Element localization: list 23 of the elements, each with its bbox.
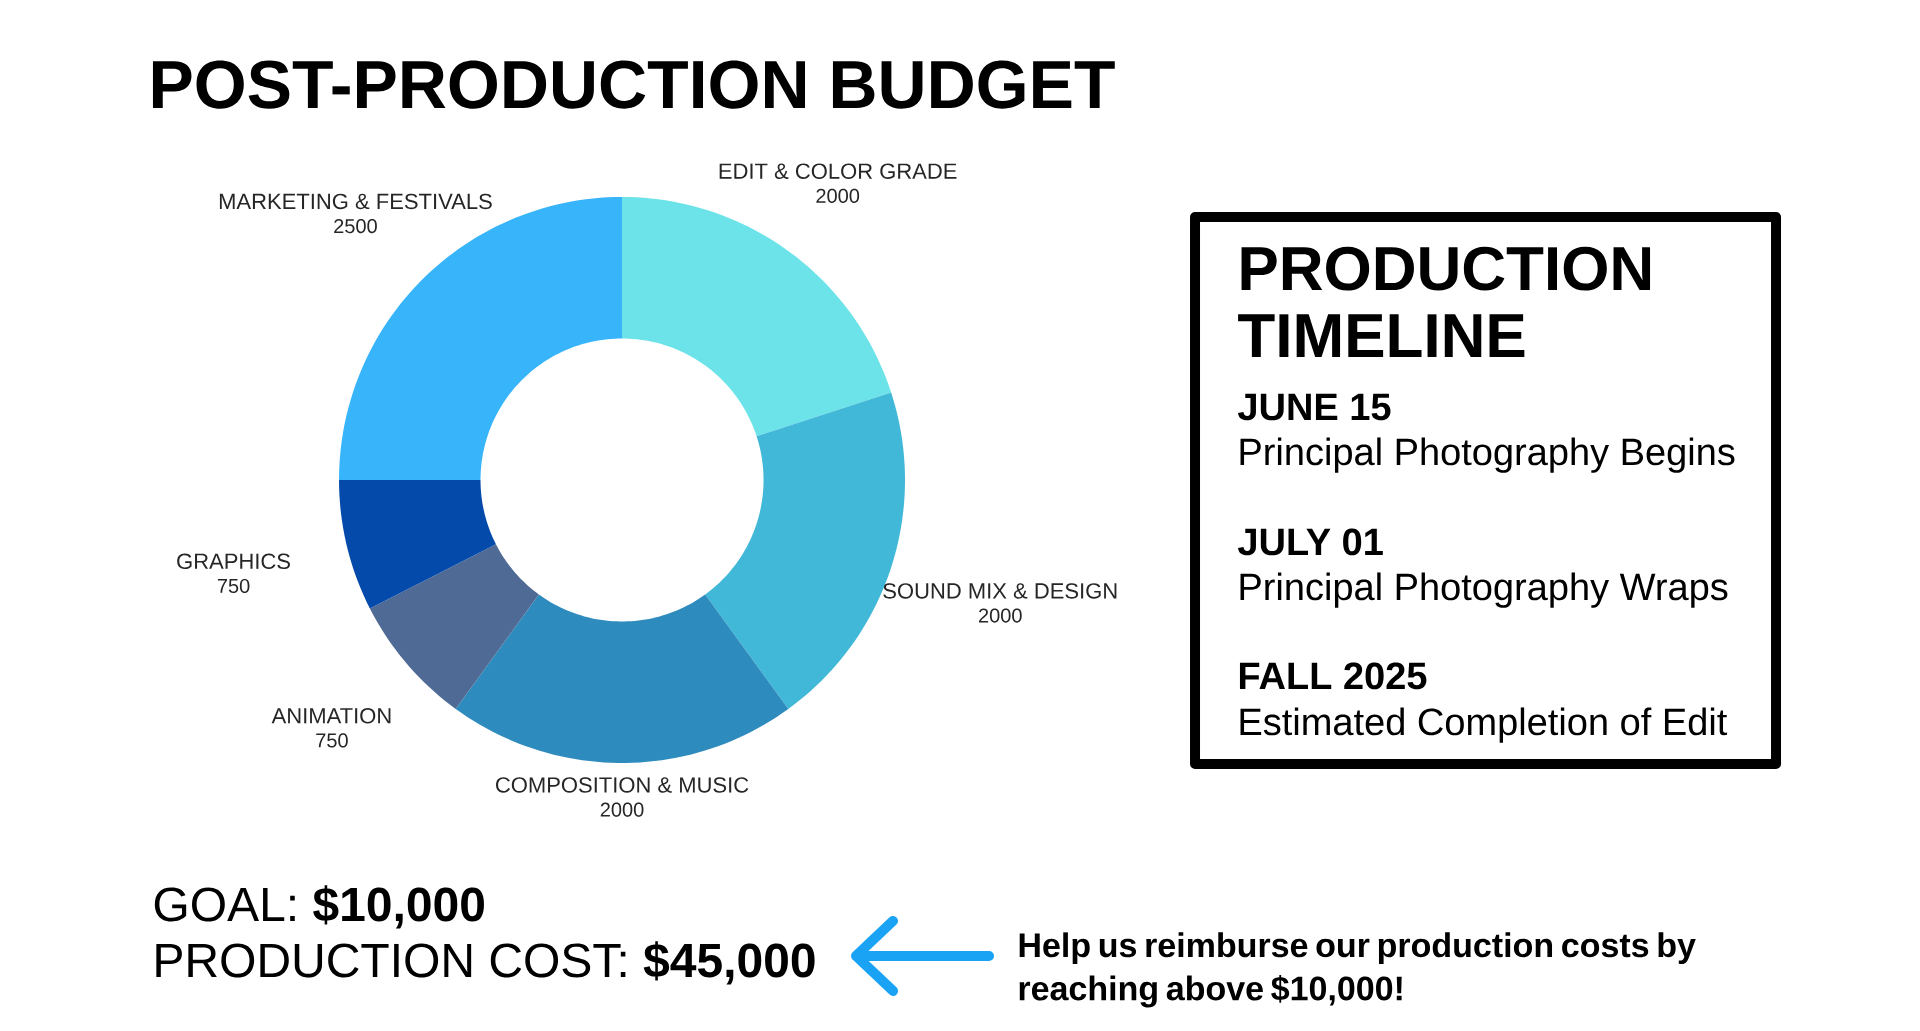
- text: JUNE 15: [1237, 393, 1391, 421]
- data-label: 750: [316, 733, 348, 748]
- data-label: 2500: [334, 219, 377, 234]
- slice-label: SOUND MIX & DESIGN: [883, 583, 1117, 599]
- text: JULY 01: [1237, 528, 1383, 556]
- slice-label: ANIMATION: [271, 707, 391, 724]
- text: Principal Photography Wraps: [1240, 572, 1728, 608]
- slice-label: COMPOSITION & MUSIC: [496, 777, 749, 793]
- slice-label: EDIT & COLOR GRADE: [719, 163, 957, 179]
- text: Estimated Completion of Edit: [1240, 707, 1728, 743]
- text: GOAL: $10,000: [154, 885, 484, 929]
- text: Help us reimburse our production costs by reaching above $10,000!: [1019, 932, 1696, 1008]
- slice-label: MARKETING & FESTIVALS: [219, 193, 492, 210]
- chart-title: POST-PRODUCTION BUDGET: [152, 60, 1115, 109]
- data-label: 2000: [979, 608, 1022, 623]
- slice-label: GRAPHICS: [177, 553, 290, 570]
- data-label: 750: [217, 578, 250, 594]
- data-label: 2000: [600, 802, 644, 817]
- text: FALL 2025: [1239, 662, 1427, 690]
- text: Principal Photography Begins: [1240, 437, 1735, 473]
- text: PRODUCTION COST: $45,000: [156, 941, 815, 985]
- text: PRODUCTION TIMELINE: [1238, 246, 1651, 357]
- data-label: 2000: [816, 188, 860, 203]
